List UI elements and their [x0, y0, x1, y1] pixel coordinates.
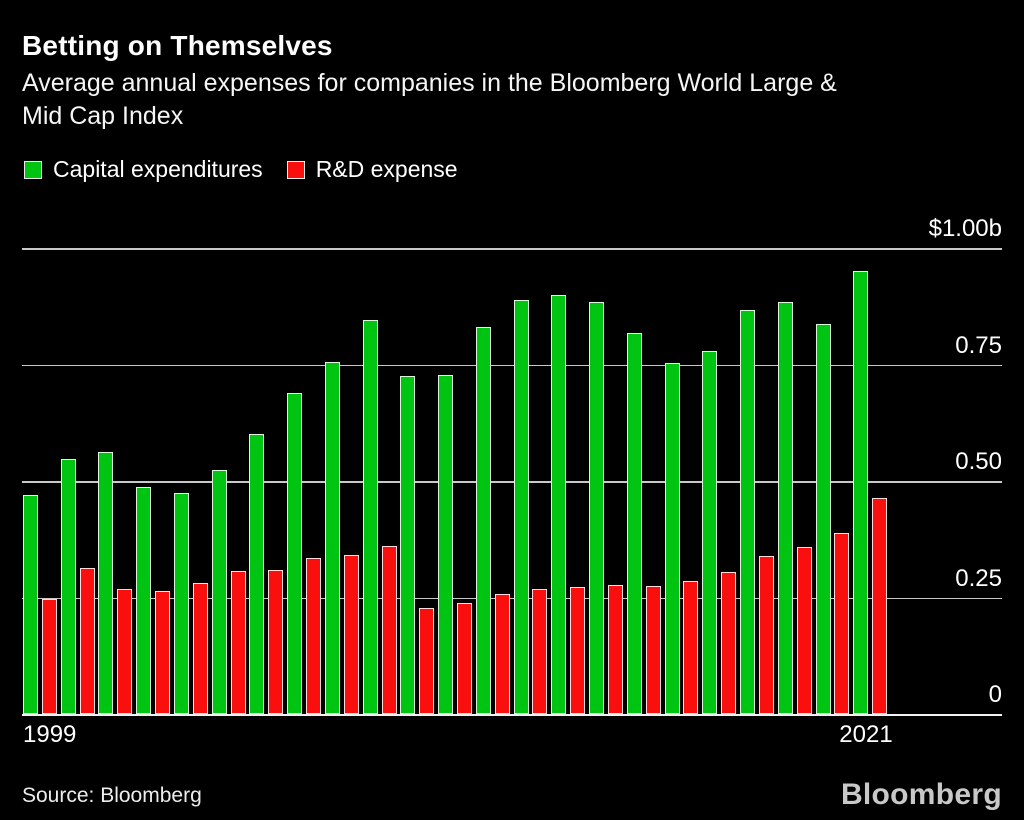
capex-bar [475, 327, 491, 714]
rd-expense-bar [343, 555, 359, 714]
capex-bar [702, 350, 718, 714]
rd-expense-bar [117, 589, 133, 714]
rd-expense-bar [494, 593, 510, 714]
rd-expense-bar [155, 591, 171, 714]
rd-expense-bar [268, 570, 284, 714]
rd-expense-bar [230, 570, 246, 714]
chart-subtitle: Average annual expenses for companies in… [22, 67, 837, 133]
rd-expense-bar [834, 533, 850, 714]
capex-bar [23, 494, 38, 714]
subtitle-line-1: Average annual expenses for companies in… [22, 69, 837, 97]
rd-expense-bar [457, 603, 472, 714]
rd-expense-bar [41, 599, 57, 714]
legend: Capital expenditures R&D expense [24, 156, 458, 183]
rd-expense-bar [607, 584, 623, 714]
capex-bar [551, 294, 567, 714]
capex-bar [589, 302, 605, 714]
subtitle-line-2: Mid Cap Index [22, 102, 184, 130]
rd-expense-legend-label: R&D expense [315, 156, 458, 182]
capex-bar [777, 302, 793, 714]
capex-bar [173, 493, 189, 714]
y-tick-label: 0.75 [955, 331, 1002, 359]
rd-expense-bar [192, 582, 208, 714]
rd-expense-bar [381, 545, 397, 714]
rd-expense-bar [683, 580, 699, 714]
rd-expense-bar [645, 585, 661, 714]
source-text: Source: Bloomberg [22, 784, 202, 807]
gridline [22, 248, 1002, 250]
rd-expense-legend-swatch [286, 160, 305, 179]
rd-expense-bar [758, 555, 774, 714]
rd-expense-bar [570, 586, 586, 714]
capex-bar [60, 458, 76, 714]
chart-title: Betting on Themselves [22, 30, 333, 61]
gridline [22, 364, 1002, 366]
x-axis-line [22, 714, 1002, 716]
legend-item-capex: Capital expenditures [24, 156, 263, 183]
rd-expense-bar [872, 497, 888, 714]
y-tick-label: 0.50 [955, 448, 1002, 475]
rd-expense-bar [796, 547, 812, 714]
bloomberg-logo: Bloomberg [840, 778, 1002, 811]
capex-legend-swatch [24, 160, 42, 179]
y-tick-label: 0.25 [955, 564, 1002, 592]
capex-bar [815, 323, 831, 714]
x-tick-label-end: 2021 [839, 721, 893, 748]
capex-bar [664, 362, 680, 714]
capex-legend-label: Capital expenditures [53, 156, 263, 182]
rd-expense-bar [79, 567, 95, 714]
capex-bar [211, 469, 227, 714]
capex-bar [362, 320, 378, 714]
capex-bar [400, 375, 416, 714]
capex-bar [136, 486, 152, 714]
y-tick-label: 0 [988, 681, 1002, 708]
rd-expense-bar [306, 558, 322, 714]
y-tick-label: $1.00b [928, 215, 1002, 242]
capex-bar [853, 271, 869, 714]
rd-expense-bar [721, 571, 737, 714]
rd-expense-bar [532, 589, 548, 714]
legend-item-rd: R&D expense [286, 156, 458, 183]
capex-bar [324, 361, 340, 714]
capex-bar [438, 374, 454, 714]
x-tick-label-start: 1999 [23, 721, 77, 748]
gridline [22, 597, 1002, 599]
capex-bar [249, 433, 265, 714]
capex-bar [287, 393, 303, 714]
capex-bar [626, 332, 642, 714]
gridline [22, 481, 1002, 483]
capex-bar [513, 299, 529, 714]
rd-expense-bar [419, 607, 435, 714]
capex-bar [740, 310, 756, 714]
capex-bar [98, 451, 114, 714]
